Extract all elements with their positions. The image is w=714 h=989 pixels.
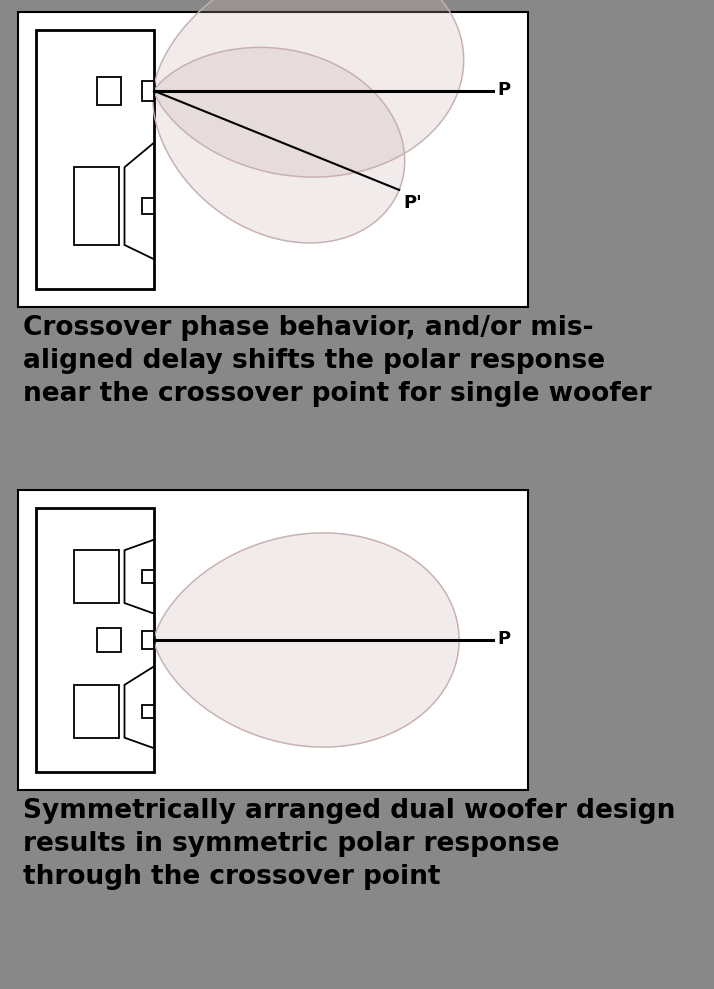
Polygon shape [124,667,154,749]
Bar [97,628,121,652]
Bar [97,76,121,105]
Text: Symmetrically arranged dual woofer design
results in symmetric polar response
th: Symmetrically arranged dual woofer desig… [23,798,675,890]
Bar [142,570,154,584]
Text: P: P [497,630,510,648]
Text: Crossover phase behavior, and/or mis-
aligned delay shifts the polar response
ne: Crossover phase behavior, and/or mis- al… [23,315,652,407]
Bar [142,199,154,214]
Bar [18,490,528,790]
Bar [74,684,119,738]
Bar [18,12,528,307]
Text: P: P [497,81,510,99]
Bar [36,30,154,289]
Polygon shape [124,540,154,613]
Bar [74,550,119,603]
Polygon shape [124,142,154,259]
Text: P': P' [403,194,422,212]
Bar [142,705,154,718]
Bar [74,167,119,245]
Polygon shape [154,533,459,747]
Bar [142,631,154,649]
Polygon shape [153,47,405,243]
Bar [36,508,154,772]
Bar [142,81,154,101]
Polygon shape [154,0,463,177]
